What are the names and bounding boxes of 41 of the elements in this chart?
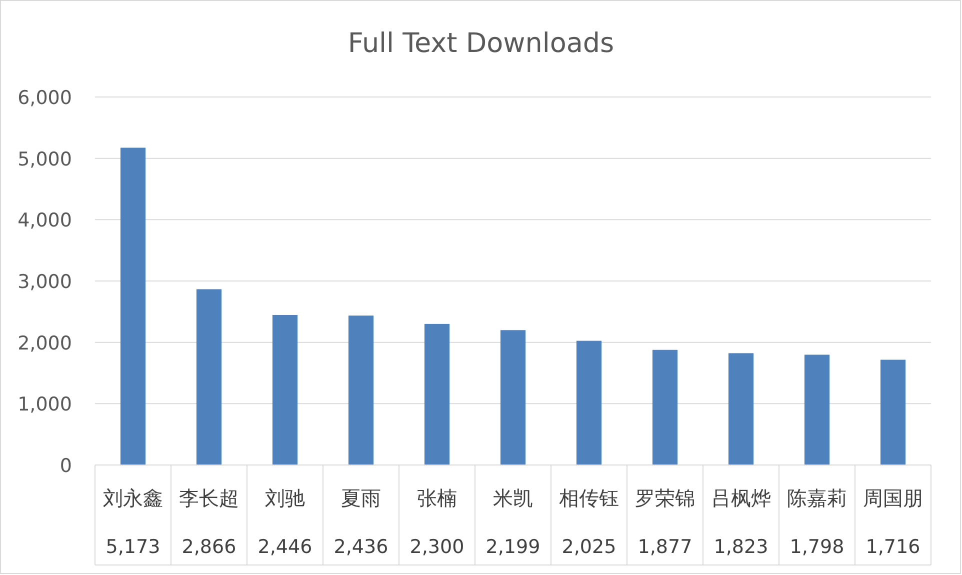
bar [424,324,450,465]
data-label: 2,300 [410,536,464,558]
data-label: 1,877 [638,536,692,558]
data-label: 1,823 [714,536,768,558]
y-tick-label: 2,000 [18,332,72,354]
data-label: 2,199 [486,536,540,558]
x-tick-label: 张楠 [417,486,457,510]
bar [576,340,602,465]
y-tick-label: 6,000 [18,87,72,109]
chart-title: Full Text Downloads [348,28,614,59]
bar [348,316,374,465]
x-tick-label: 夏雨 [341,486,381,510]
x-tick-label: 刘驰 [265,486,305,510]
x-tick-label: 罗荣锦 [635,486,695,510]
data-label: 1,716 [866,536,920,558]
y-tick-label: 1,000 [18,394,72,416]
bar [728,353,754,465]
data-label: 2,025 [562,536,616,558]
bar [272,314,298,465]
x-tick-label: 相传钰 [559,486,619,510]
bar [500,330,526,465]
bar [196,289,222,465]
x-tick-label: 李长超 [179,486,239,510]
data-label: 2,446 [258,536,312,558]
y-tick-label: 5,000 [18,148,72,170]
x-tick-label: 陈嘉莉 [787,486,847,510]
x-tick-label: 吕枫烨 [711,486,771,510]
data-label: 5,173 [106,536,160,558]
x-tick-label: 刘永鑫 [103,486,163,510]
bar [652,350,678,465]
data-label: 2,436 [334,536,388,558]
y-tick-label: 4,000 [18,210,72,232]
bar [120,148,146,465]
y-tick-label: 0 [60,455,72,477]
data-label: 2,866 [182,536,236,558]
bar [880,360,906,465]
y-tick-label: 3,000 [18,271,72,293]
x-tick-label: 周国朋 [863,486,923,510]
bar [804,354,830,465]
x-tick-label: 米凯 [493,486,533,510]
data-label: 1,798 [790,536,844,558]
